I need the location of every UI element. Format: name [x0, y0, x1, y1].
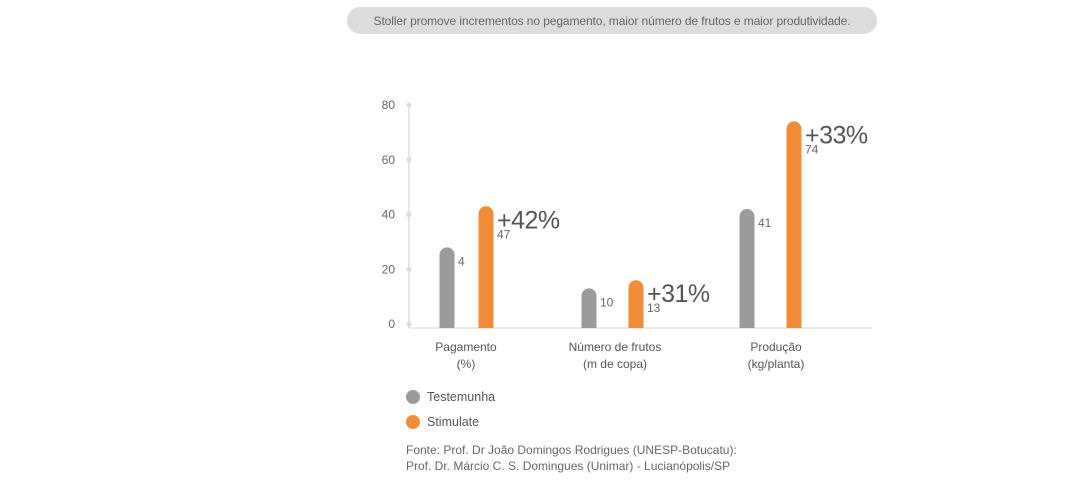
legend-item-testemunha: Testemunha: [406, 389, 495, 405]
increment-label: +31%: [647, 280, 710, 308]
y-tick-label: 80: [382, 98, 396, 112]
y-tick-label: 60: [382, 153, 396, 167]
bar-stimulate-0: [478, 206, 494, 328]
source-line-2: Prof. Dr. Márcio C. S. Domingues (Unimar…: [406, 459, 731, 473]
value-label-testemunha: 41: [758, 216, 772, 230]
x-category-label: (kg/planta): [748, 357, 805, 371]
source-line-1: Fonte: Prof. Dr João Domingos Rodrigues …: [406, 443, 737, 457]
bar-base-stimulate-2: [786, 320, 802, 328]
source-note: Fonte: Prof. Dr João Domingos Rodrigues …: [406, 442, 737, 474]
chart-legend: Testemunha Stimulate: [406, 389, 495, 439]
bar-base-testemunha-0: [439, 320, 455, 328]
bar-base-testemunha-2: [739, 320, 755, 328]
y-tick-dot: [406, 266, 412, 272]
legend-swatch-stimulate: [406, 415, 420, 429]
bar-stimulate-2: [786, 121, 802, 328]
increment-label: +33%: [805, 121, 868, 149]
x-category-label: Produção: [750, 340, 802, 354]
value-label-testemunha: 4: [458, 254, 465, 268]
y-tick-dot: [406, 321, 412, 327]
legend-label-testemunha: Testemunha: [427, 390, 496, 404]
legend-swatch-testemunha: [406, 390, 420, 404]
bar-testemunha-1: [581, 288, 597, 328]
x-category-label: (%): [457, 357, 476, 371]
legend-item-stimulate: Stimulate: [406, 414, 495, 430]
bar-testemunha-2: [739, 209, 755, 328]
x-category-label: Pagamento: [435, 340, 497, 354]
y-tick-label: 40: [382, 208, 396, 222]
y-tick-label: 0: [388, 317, 395, 331]
bar-testemunha-0: [439, 247, 455, 328]
value-label-stimulate: 74: [805, 142, 819, 156]
bar-base-stimulate-0: [478, 320, 494, 328]
value-label-stimulate: 13: [647, 301, 661, 315]
legend-label-stimulate: Stimulate: [427, 415, 480, 429]
value-label-testemunha: 10: [600, 295, 614, 309]
y-tick-dot: [406, 102, 412, 108]
x-category-label: (m de copa): [583, 357, 647, 371]
y-tick-dot: [406, 157, 412, 163]
bar-stimulate-1: [628, 280, 644, 328]
y-tick-dot: [406, 211, 412, 218]
chart-caption: Stoller promove incrementos no pegamento…: [347, 7, 877, 34]
y-tick-label: 20: [382, 262, 396, 276]
bar-base-stimulate-1: [628, 320, 644, 328]
bar-base-testemunha-1: [581, 320, 597, 328]
x-category-label: Número de frutos: [569, 340, 662, 354]
increment-label: +42%: [497, 206, 560, 234]
value-label-stimulate: 47: [497, 227, 511, 241]
